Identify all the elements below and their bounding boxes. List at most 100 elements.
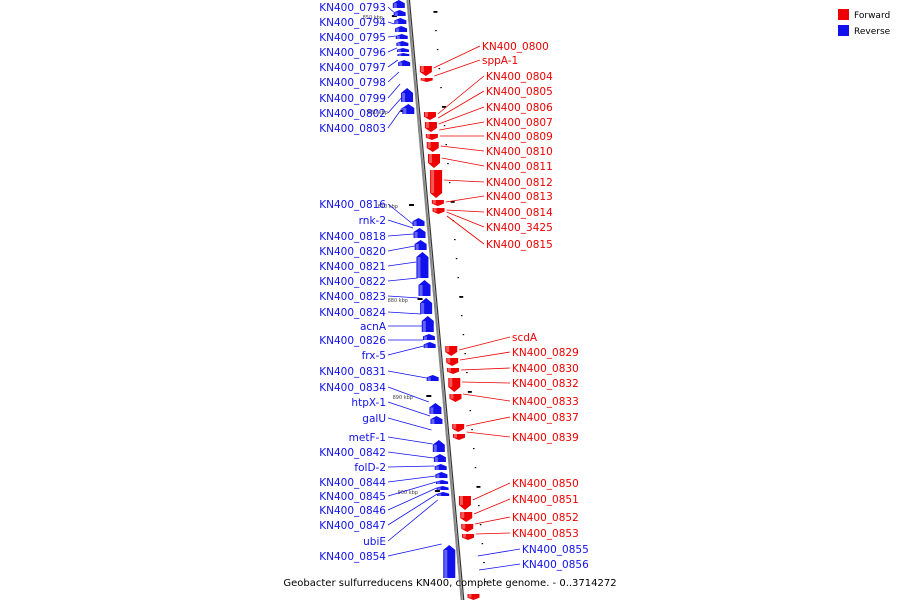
reverse-gene-label[interactable]: htpX-1	[351, 397, 386, 409]
forward-gene-feature[interactable]	[449, 394, 462, 402]
reverse-gene-label[interactable]: KN400_0834	[319, 382, 386, 394]
reverse-gene-feature[interactable]	[396, 48, 409, 52]
forward-gene-feature[interactable]	[419, 66, 432, 76]
reverse-gene-label[interactable]: KN400_0796	[319, 47, 386, 59]
reverse-gene-label[interactable]: KN400_0818	[319, 231, 386, 243]
forward-gene-label[interactable]: KN400_0812	[486, 177, 553, 189]
reverse-gene-feature[interactable]	[420, 298, 433, 314]
forward-gene-label[interactable]: KN400_0830	[512, 363, 579, 375]
reverse-gene-feature[interactable]	[412, 218, 425, 226]
reverse-gene-feature[interactable]	[443, 545, 456, 578]
forward-gene-label[interactable]: KN400_0855	[522, 544, 589, 556]
reverse-gene-label[interactable]: rnk-2	[359, 215, 386, 227]
reverse-gene-label[interactable]: KN400_0842	[319, 447, 386, 459]
reverse-gene-label[interactable]: frx-5	[362, 350, 386, 362]
reverse-gene-feature[interactable]	[402, 104, 415, 114]
forward-gene-feature[interactable]	[447, 368, 460, 374]
forward-gene-feature[interactable]	[420, 78, 433, 82]
reverse-gene-feature[interactable]	[396, 41, 409, 46]
forward-gene-feature[interactable]	[461, 524, 474, 532]
reverse-gene-label[interactable]: KN400_0822	[319, 276, 386, 288]
forward-gene-label[interactable]: KN400_0851	[512, 494, 579, 506]
forward-gene-feature[interactable]	[423, 112, 436, 120]
forward-gene-feature[interactable]	[428, 154, 441, 168]
reverse-gene-label[interactable]: KN400_0793	[319, 2, 386, 14]
reverse-gene-feature[interactable]	[437, 492, 450, 496]
reverse-gene-feature[interactable]	[429, 403, 442, 414]
reverse-gene-label[interactable]: KN400_0820	[319, 246, 386, 258]
forward-gene-feature[interactable]	[458, 496, 471, 510]
reverse-gene-feature[interactable]	[432, 440, 445, 452]
forward-gene-label[interactable]: KN400_0810	[486, 146, 553, 158]
reverse-gene-label[interactable]: KN400_0797	[319, 62, 386, 74]
reverse-gene-label[interactable]: metF-1	[349, 432, 386, 444]
forward-gene-label[interactable]: KN400_0800	[482, 41, 549, 53]
reverse-gene-label[interactable]: KN400_0845	[319, 491, 386, 503]
reverse-gene-feature[interactable]	[426, 375, 439, 381]
reverse-gene-label[interactable]: KN400_0844	[319, 477, 386, 489]
reverse-gene-feature[interactable]	[394, 18, 407, 24]
forward-gene-feature[interactable]	[448, 378, 461, 392]
forward-gene-label[interactable]: KN400_0833	[512, 396, 579, 408]
forward-gene-feature[interactable]	[426, 142, 439, 152]
reverse-gene-feature[interactable]	[414, 240, 427, 250]
reverse-gene-feature[interactable]	[422, 334, 435, 340]
reverse-gene-feature[interactable]	[397, 53, 410, 56]
forward-gene-label[interactable]: KN400_0829	[512, 347, 579, 359]
forward-gene-label[interactable]: KN400_0853	[512, 528, 579, 540]
reverse-gene-feature[interactable]	[423, 342, 436, 348]
reverse-gene-feature[interactable]	[392, 0, 405, 8]
reverse-gene-label[interactable]: KN400_0795	[319, 32, 386, 44]
reverse-gene-label[interactable]: KN400_0798	[319, 77, 386, 89]
reverse-gene-label[interactable]: folD-2	[354, 462, 386, 474]
reverse-gene-label[interactable]: KN400_0847	[319, 520, 386, 532]
reverse-gene-label[interactable]: galU	[362, 413, 386, 425]
reverse-gene-label[interactable]: KN400_0803	[319, 123, 386, 135]
forward-gene-label[interactable]: KN400_0839	[512, 432, 579, 444]
reverse-gene-feature[interactable]	[398, 60, 411, 66]
reverse-gene-feature[interactable]	[395, 34, 408, 39]
reverse-gene-label[interactable]: acnA	[360, 321, 387, 333]
reverse-gene-feature[interactable]	[416, 252, 429, 278]
reverse-gene-label[interactable]: KN400_0816	[319, 199, 386, 211]
forward-gene-label[interactable]: KN400_0815	[486, 239, 553, 251]
reverse-gene-label[interactable]: ubiE	[363, 536, 386, 548]
reverse-gene-feature[interactable]	[430, 416, 443, 424]
forward-gene-label[interactable]: KN400_0804	[486, 71, 553, 83]
reverse-gene-label[interactable]: KN400_0824	[319, 307, 386, 319]
reverse-gene-label[interactable]: KN400_0831	[319, 366, 386, 378]
forward-gene-feature[interactable]	[452, 424, 465, 432]
forward-gene-label[interactable]: KN400_0852	[512, 512, 579, 524]
forward-gene-label[interactable]: KN400_0832	[512, 378, 579, 390]
reverse-gene-label[interactable]: KN400_0799	[319, 93, 386, 105]
forward-gene-label[interactable]: KN400_0813	[486, 191, 553, 203]
forward-gene-label[interactable]: KN400_0809	[486, 131, 553, 143]
forward-gene-label[interactable]: KN400_0807	[486, 117, 553, 129]
forward-gene-label[interactable]: KN400_0856	[522, 559, 589, 571]
reverse-gene-feature[interactable]	[436, 486, 449, 490]
forward-gene-label[interactable]: KN400_0814	[486, 207, 553, 219]
forward-gene-feature[interactable]	[460, 512, 473, 522]
forward-gene-label[interactable]: sppA-1	[482, 55, 518, 67]
forward-gene-label[interactable]: scdA	[512, 332, 538, 344]
forward-gene-feature[interactable]	[462, 534, 475, 540]
forward-gene-label[interactable]: KN400_0806	[486, 102, 553, 114]
reverse-gene-feature[interactable]	[436, 480, 449, 484]
reverse-gene-label[interactable]: KN400_0846	[319, 505, 386, 517]
reverse-gene-label[interactable]: KN400_0802	[319, 108, 386, 120]
forward-gene-feature[interactable]	[446, 358, 459, 366]
forward-gene-label[interactable]: KN400_0805	[486, 86, 553, 98]
reverse-gene-label[interactable]: KN400_0821	[319, 261, 386, 273]
forward-gene-feature[interactable]	[431, 200, 444, 206]
forward-gene-feature[interactable]	[425, 134, 438, 140]
reverse-gene-label[interactable]: KN400_0823	[319, 291, 386, 303]
reverse-gene-feature[interactable]	[413, 228, 426, 238]
reverse-gene-feature[interactable]	[433, 454, 446, 462]
reverse-gene-feature[interactable]	[435, 472, 448, 478]
forward-gene-label[interactable]: KN400_0850	[512, 478, 579, 490]
forward-gene-feature[interactable]	[453, 434, 466, 440]
reverse-gene-label[interactable]: KN400_0794	[319, 17, 386, 29]
forward-gene-feature[interactable]	[467, 594, 480, 600]
reverse-gene-feature[interactable]	[434, 464, 447, 470]
forward-gene-label[interactable]: KN400_0837	[512, 412, 579, 424]
